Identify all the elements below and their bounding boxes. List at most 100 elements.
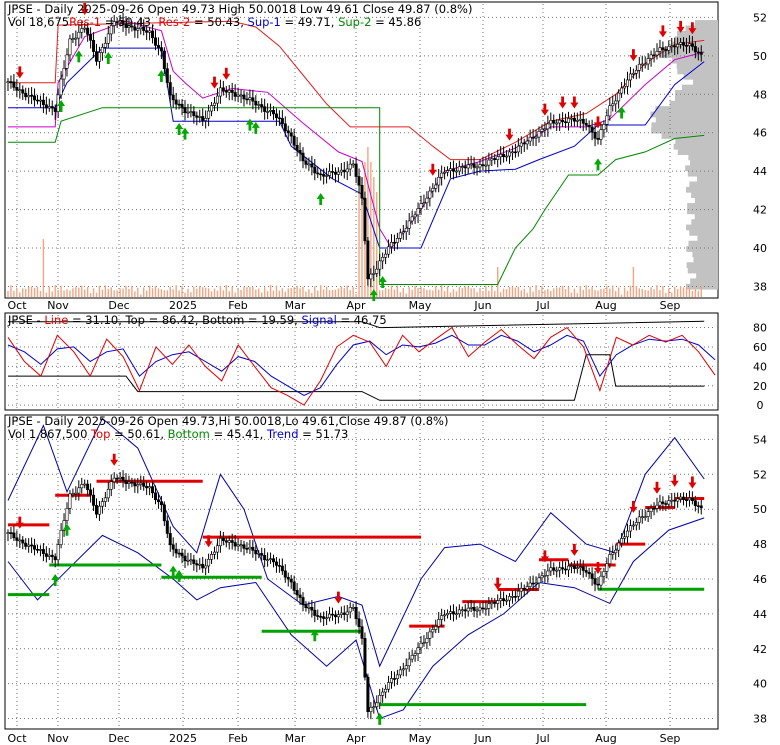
trend-buy-arrow — [375, 712, 384, 725]
trend-candle-body — [9, 532, 13, 534]
volume-bar — [39, 290, 42, 297]
trend-candle-body — [599, 575, 603, 586]
volume-bar — [499, 292, 502, 297]
volume-bar — [617, 287, 620, 297]
volume-profile-bar — [677, 30, 718, 37]
volume-bar — [45, 292, 48, 297]
sell-arrow — [658, 25, 667, 38]
trend-candle-body — [313, 609, 317, 616]
price-candle-body — [487, 159, 491, 166]
volume-bar — [603, 288, 605, 297]
buy-arrow — [57, 99, 66, 112]
price-header2-part: Sup-2 — [338, 15, 371, 29]
price-candle-body — [490, 158, 494, 161]
price-header1-part: JPSE - Daily 2025-09-26 Open 49.73 High … — [7, 2, 472, 16]
price-candle-body — [221, 87, 225, 91]
trend-candle-body — [286, 576, 290, 580]
volume-bar — [293, 287, 295, 297]
volume-bar — [36, 286, 39, 297]
volume-profile-bar — [689, 181, 718, 188]
trend-candle-body — [378, 695, 382, 704]
price-candle-body — [115, 21, 119, 23]
volume-bar — [325, 286, 328, 297]
volume-bar — [261, 292, 263, 297]
volume-bar — [22, 288, 24, 297]
price-candle-body — [496, 156, 500, 160]
volume-bar — [629, 285, 632, 297]
volume-profile-bar — [651, 127, 718, 134]
volume-profile-bar — [674, 36, 718, 42]
trend-candle-body — [159, 501, 163, 506]
volume-bar — [544, 290, 546, 297]
price-candle-body — [207, 110, 211, 119]
volume-bar — [72, 288, 74, 297]
oscillator-ytick-label: 40 — [753, 360, 767, 373]
volume-bar — [48, 286, 50, 297]
trend-candle-body — [333, 614, 337, 618]
volume-bar — [30, 286, 33, 297]
volume-bar — [110, 287, 112, 297]
trend-candle-body — [304, 604, 308, 609]
price-candle-body — [121, 20, 125, 25]
price-candle-body — [584, 123, 588, 126]
volume-profile-bar — [659, 46, 718, 53]
price-candle-body — [118, 20, 122, 23]
price-candle-body — [354, 163, 358, 177]
price-candle-body — [564, 121, 568, 124]
trend-candle-body — [440, 615, 444, 620]
price-candle-body — [186, 111, 190, 114]
buy-arrow — [617, 106, 626, 119]
price-candle-body — [295, 144, 299, 151]
trend-candle-body — [266, 559, 270, 562]
price-panel-grid — [8, 4, 715, 296]
price-candle-body — [357, 176, 361, 186]
trend-candle-body — [637, 516, 641, 523]
volume-bar — [361, 177, 363, 297]
trend-header2-part: Vol 1,867,500 — [8, 427, 91, 441]
volume-bar — [60, 286, 62, 297]
price-xtick-label: Dec — [108, 299, 129, 312]
volume-bar — [458, 286, 461, 297]
volume-bar — [107, 288, 109, 297]
price-candle-body — [587, 125, 591, 128]
sell-arrow — [688, 22, 697, 35]
price-candles — [6, 12, 703, 288]
sell-arrow — [428, 163, 437, 176]
volume-profile-bar — [681, 84, 718, 91]
price-candle-body — [478, 164, 482, 168]
trend-candle-body — [475, 609, 479, 612]
trend-candle-body — [136, 484, 140, 487]
price-ytick-label: 46 — [753, 127, 767, 140]
trend-candle-body — [366, 676, 370, 712]
trend-candle-body — [507, 596, 511, 601]
price-candle-body — [549, 119, 553, 125]
trend-xtick-label: Oct — [7, 732, 27, 745]
trend-candle-body — [451, 611, 455, 615]
trend-candle-body — [584, 570, 588, 573]
price-x-axis: Oct Nov Dec 2025 Feb Mar Apr May Jun Jul Aug Sep — [7, 299, 680, 312]
price-candle-body — [387, 246, 391, 255]
price-candle-body — [89, 34, 93, 41]
price-candle-body — [481, 164, 485, 166]
volume-bar — [66, 289, 68, 297]
trend-candle-body — [472, 607, 476, 611]
trend-sell-arrow — [110, 453, 119, 466]
price-candle-body — [569, 117, 573, 120]
volume-bar — [511, 286, 514, 297]
volume-bar — [240, 289, 242, 297]
volume-bar — [399, 292, 402, 297]
trend-candle-body — [422, 642, 426, 644]
volume-profile-bar — [676, 63, 718, 69]
price-candle-body — [251, 97, 255, 102]
price-candle-body — [690, 43, 694, 47]
trend-header2-part: = 50.61, — [110, 427, 167, 441]
trend-candle-body — [448, 611, 452, 614]
price-candle-body — [148, 30, 152, 33]
volume-bar — [148, 285, 151, 297]
trend-candle-body — [277, 565, 281, 567]
volume-bar — [538, 289, 540, 297]
volume-bar — [700, 285, 702, 297]
trend-candle-body — [89, 489, 93, 496]
price-candle-body — [413, 214, 417, 218]
price-candle-body — [254, 100, 258, 106]
